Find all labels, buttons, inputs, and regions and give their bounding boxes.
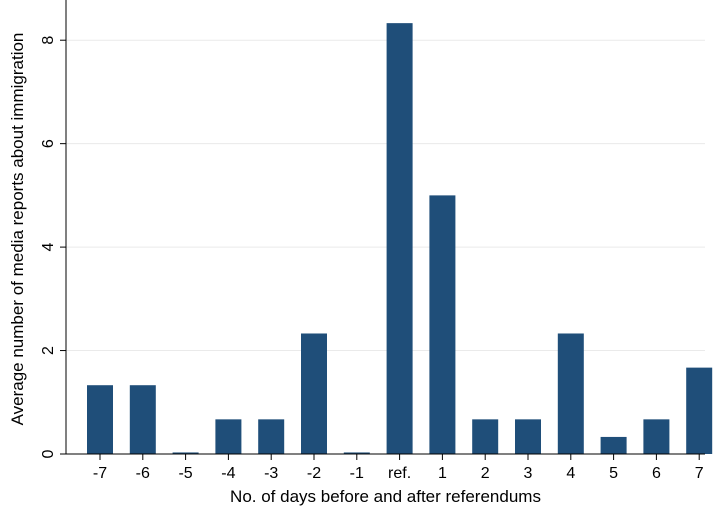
- bar: [557, 333, 584, 454]
- x-axis-title: No. of days before and after referendums: [230, 487, 541, 506]
- x-ticks: -7 -6 -5 -4 -3 -2 -1 ref. 1 2 3 4 5 6 7: [93, 454, 704, 482]
- x-tick-label: -2: [307, 465, 321, 482]
- y-tick-label: 4: [40, 243, 57, 252]
- x-tick-label: 6: [652, 465, 661, 482]
- bar: [686, 367, 713, 454]
- x-tick-label: -3: [264, 465, 278, 482]
- x-tick-label: -5: [178, 465, 192, 482]
- x-tick-label: -1: [350, 465, 364, 482]
- y-tick-label: 8: [40, 36, 57, 45]
- x-tick-label: 1: [438, 465, 447, 482]
- bar: [301, 333, 327, 454]
- bar: [87, 385, 113, 454]
- y-axis-title: Average number of media reports about im…: [8, 33, 27, 426]
- bar: [643, 419, 670, 454]
- x-tick-label: 3: [524, 465, 533, 482]
- y-tick-label: 6: [40, 139, 57, 148]
- bar: [258, 419, 285, 454]
- x-tick-label: 5: [609, 465, 618, 482]
- x-tick-label: 7: [695, 465, 704, 482]
- bar: [343, 452, 370, 454]
- bar: [172, 452, 199, 454]
- bar: [129, 385, 156, 454]
- x-tick-label: -7: [93, 465, 107, 482]
- bar: [472, 419, 499, 454]
- bar: [515, 419, 541, 454]
- y-tick-label: 2: [40, 346, 57, 355]
- y-ticks: 0 2 4 6 8: [40, 36, 66, 458]
- x-tick-label: ref.: [388, 465, 411, 482]
- bar: [600, 436, 627, 454]
- bar: [215, 419, 242, 454]
- y-tick-label: 0: [40, 449, 57, 458]
- bars: [87, 23, 713, 454]
- x-tick-label: 2: [481, 465, 490, 482]
- x-tick-label: 4: [566, 465, 575, 482]
- gridlines: [66, 39, 705, 352]
- bar: [386, 23, 413, 454]
- x-tick-label: -4: [221, 465, 235, 482]
- bar: [429, 195, 456, 454]
- x-tick-label: -6: [136, 465, 150, 482]
- axes: [65, 0, 705, 455]
